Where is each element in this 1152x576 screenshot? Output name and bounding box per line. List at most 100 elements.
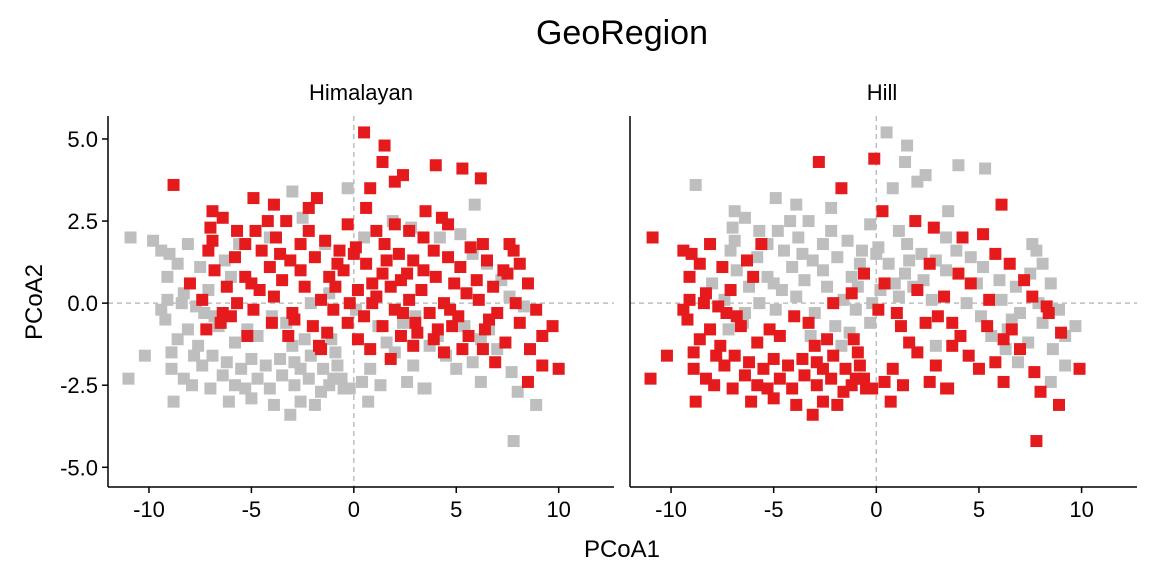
highlighted-point [269,231,282,244]
background-point [790,198,803,211]
highlighted-point [497,264,510,277]
highlighted-point [183,277,196,290]
highlighted-point [530,303,543,316]
highlighted-point [407,339,420,352]
highlighted-point [878,277,891,290]
highlighted-point [464,241,477,254]
highlighted-point [683,293,696,306]
background-point [331,359,344,372]
background-point [155,303,168,316]
background-point [1069,320,1082,333]
highlighted-point [972,362,985,375]
highlighted-point [245,277,258,290]
highlighted-point [687,346,700,359]
highlighted-point [358,310,371,323]
highlighted-point [200,323,213,336]
highlighted-point [536,359,549,372]
background-point [806,254,819,267]
background-point [468,198,481,211]
background-point [364,362,377,375]
highlighted-point [763,323,776,336]
highlighted-point [206,205,219,218]
background-point [999,343,1012,356]
highlighted-point [208,264,221,277]
background-point [474,333,487,346]
background-point [286,185,299,198]
background-point [728,234,741,247]
highlighted-point [315,293,328,306]
highlighted-point [249,224,262,237]
background-point [204,382,217,395]
highlighted-point [997,333,1010,346]
highlighted-point [489,356,502,369]
highlighted-point [693,333,706,346]
highlighted-point [845,287,858,300]
highlighted-point [480,254,493,267]
highlighted-point [897,379,909,392]
highlighted-point [483,313,496,326]
highlighted-point [997,375,1010,388]
highlighted-point [919,316,932,329]
background-point [1053,303,1065,316]
background-point [507,435,520,448]
background-point [286,339,299,352]
background-point [192,339,205,352]
background-point [751,251,764,264]
background-point [730,264,743,277]
highlighted-point [394,329,407,342]
highlighted-point [911,346,924,359]
background-point [892,290,905,303]
highlighted-point [220,280,233,293]
background-point [171,257,184,270]
background-point [728,205,741,218]
highlighted-point [989,247,1002,260]
background-point [474,375,487,388]
highlighted-point [923,375,936,388]
background-point [882,257,895,270]
highlighted-point [347,247,360,260]
highlighted-point [816,362,829,375]
background-point [304,297,317,310]
highlighted-point [370,224,383,237]
highlighted-point [204,221,217,234]
background-point [329,346,342,359]
highlighted-point [239,238,252,251]
x-tick-label: -10 [133,497,165,522]
background-point [777,244,790,257]
background-point [356,375,369,388]
highlighted-point [431,323,444,336]
highlighted-point [360,257,373,270]
highlighted-point [419,205,432,218]
highlighted-point [894,320,907,333]
highlighted-point [487,280,500,293]
background-point [267,398,280,411]
background-point [284,408,297,421]
highlighted-point [462,329,475,342]
background-point [181,323,194,336]
background-point [816,238,829,251]
highlighted-point [403,293,416,306]
highlighted-point [308,251,321,264]
highlighted-point [407,254,420,267]
highlighted-point [927,221,940,234]
background-point [235,362,248,375]
highlighted-point [456,343,469,356]
background-point [165,362,178,375]
highlighted-point [478,323,491,336]
highlighted-point [821,333,834,346]
background-point [298,333,311,346]
highlighted-point [726,382,739,395]
x-tick-label: 5 [450,497,462,522]
highlighted-point [788,310,801,323]
highlighted-point [697,297,710,310]
highlighted-point [1014,343,1026,356]
background-point [335,372,348,385]
background-point [259,359,272,372]
highlighted-point [929,359,942,372]
highlighted-point [343,297,356,310]
highlighted-point [767,392,780,405]
background-point [401,375,414,388]
highlighted-point [952,267,965,280]
highlighted-point [288,313,301,326]
background-point [196,359,209,372]
